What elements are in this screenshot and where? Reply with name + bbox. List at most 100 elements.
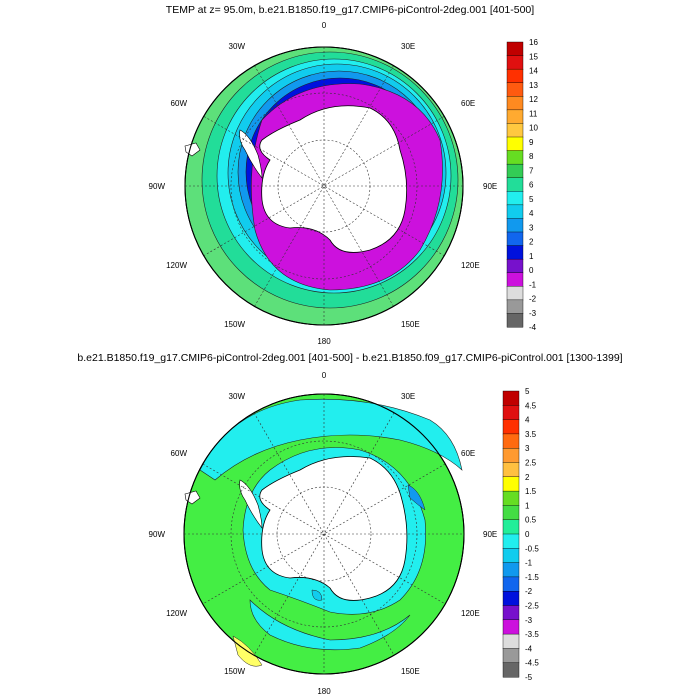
colorbar-tick-label: 9 bbox=[529, 138, 534, 147]
meridian-label-180: 180 bbox=[317, 337, 331, 346]
colorbar-swatch bbox=[502, 576, 520, 592]
colorbar-swatch bbox=[506, 313, 524, 328]
colorbar-tick-label: 5 bbox=[529, 195, 534, 204]
colorbar-swatch bbox=[502, 591, 520, 607]
meridian-label-150w: 150W bbox=[224, 667, 245, 676]
colorbar-tick-label: 3 bbox=[525, 444, 530, 453]
colorbar-tick-label: -2 bbox=[525, 587, 533, 596]
meridian-label-120w: 120W bbox=[166, 261, 187, 270]
colorbar-tick-label: -2 bbox=[529, 295, 537, 304]
colorbar-tick-label: 5 bbox=[525, 387, 530, 396]
panel-2-meridian-labels: 0 30E 60E 90E 120E 150E 180 150W 120W 90… bbox=[149, 371, 498, 696]
meridian-label-0: 0 bbox=[322, 21, 327, 30]
meridian-label-90e: 90E bbox=[483, 530, 497, 539]
colorbar-tick-label: 16 bbox=[529, 38, 538, 47]
colorbar-swatch bbox=[502, 390, 520, 406]
colorbar-swatch bbox=[502, 462, 520, 478]
colorbar-tick-label: 1 bbox=[525, 501, 530, 510]
colorbar-swatch bbox=[502, 548, 520, 564]
antarctica-landmass bbox=[259, 105, 408, 253]
panel-2-map bbox=[183, 393, 465, 675]
meridian-label-120e: 120E bbox=[461, 609, 480, 618]
meridian-label-60e: 60E bbox=[461, 99, 475, 108]
colorbar-swatch bbox=[506, 136, 524, 152]
colorbar-swatch bbox=[502, 490, 520, 506]
graticule bbox=[185, 47, 463, 325]
colorbar-swatch bbox=[502, 533, 520, 549]
anomaly-patch-minus1 bbox=[407, 484, 426, 511]
colorbar-tick-label: -3.5 bbox=[525, 630, 539, 639]
colorbar-swatch bbox=[502, 605, 520, 621]
colorbar-tick-label: 0 bbox=[525, 530, 530, 539]
meridian-label-30w: 30W bbox=[229, 42, 246, 51]
meridian-label-90e: 90E bbox=[483, 182, 497, 191]
colorbar-tick-label: -1 bbox=[525, 559, 533, 568]
colorbar-tick-label: 13 bbox=[529, 81, 538, 90]
map-boundary bbox=[184, 46, 464, 326]
colorbar-tick-label: 8 bbox=[529, 152, 534, 161]
colorbar-swatch bbox=[502, 519, 520, 535]
colorbar-swatch bbox=[506, 109, 524, 124]
colorbar-tick-label: 6 bbox=[529, 181, 534, 190]
colorbar-swatch bbox=[502, 662, 520, 678]
meridian-label-30e: 30E bbox=[401, 42, 415, 51]
colorbar-swatch bbox=[506, 177, 524, 192]
panel-1: TEMP at z= 95.0m, b.e21.B1850.f19_g17.CM… bbox=[149, 4, 539, 346]
panel-1-title: TEMP at z= 95.0m, b.e21.B1850.f19_g17.CM… bbox=[166, 4, 534, 16]
colorbar-tick-label: -4.5 bbox=[525, 659, 539, 668]
meridian-label-60w: 60W bbox=[171, 99, 188, 108]
colorbar-tick-label: -0.5 bbox=[525, 544, 539, 553]
meridian-label-150e: 150E bbox=[401, 667, 420, 676]
colorbar-swatch bbox=[506, 272, 524, 287]
colorbar-tick-label: 3.5 bbox=[525, 430, 537, 439]
colorbar-swatch bbox=[502, 405, 520, 421]
colorbar-tick-label: -1.5 bbox=[525, 573, 539, 582]
colorbar-tick-label: 15 bbox=[529, 52, 538, 61]
meridian-label-120w: 120W bbox=[166, 609, 187, 618]
colorbar-swatch bbox=[506, 82, 524, 97]
colorbar-tick-label: 7 bbox=[529, 166, 534, 175]
colorbar-tick-label: 1 bbox=[529, 252, 534, 261]
panel-2-title: b.e21.B1850.f19_g17.CMIP6-piControl-2deg… bbox=[77, 352, 622, 364]
panel-2: b.e21.B1850.f19_g17.CMIP6-piControl-2deg… bbox=[77, 352, 622, 696]
colorbar-swatch bbox=[502, 433, 520, 449]
colorbar-swatch bbox=[502, 505, 520, 521]
anomaly-band-minus05-north bbox=[199, 398, 463, 481]
colorbar-tick-label: 4 bbox=[529, 209, 534, 218]
colorbar-swatch bbox=[502, 476, 520, 492]
colorbar-swatch bbox=[506, 41, 524, 57]
colorbar-tick-label: 2 bbox=[525, 473, 530, 482]
meridian-label-90w: 90W bbox=[149, 182, 166, 191]
colorbar-tick-label: -1 bbox=[529, 280, 537, 289]
colorbar-tick-label: 4 bbox=[525, 416, 530, 425]
panel-2-colorbar: 5 4.5 4 3.5 3 2.5 2 1.5 1 0.5 0 -0.5 -1 -1.5 -2 -2.5 -3 -… bbox=[502, 387, 539, 682]
colorbar-tick-label: 1.5 bbox=[525, 487, 537, 496]
colorbar-tick-label: 12 bbox=[529, 95, 538, 104]
colorbar-swatch bbox=[506, 258, 524, 274]
colorbar-swatch bbox=[502, 562, 520, 578]
meridian-label-30w: 30W bbox=[229, 392, 246, 401]
panel-1-meridian-labels: 0 30E 60E 90E 120E 150E 180 150W 120W 90… bbox=[149, 21, 498, 346]
meridian-label-120e: 120E bbox=[461, 261, 480, 270]
colorbar-tick-label: -4 bbox=[525, 644, 533, 653]
colorbar-swatch bbox=[506, 163, 524, 179]
colorbar-tick-label: 3 bbox=[529, 223, 534, 232]
colorbar-tick-label: -4 bbox=[529, 323, 537, 332]
colorbar-swatch bbox=[506, 191, 524, 206]
meridian-label-150w: 150W bbox=[224, 320, 245, 329]
panel-1-map bbox=[184, 46, 464, 326]
colorbar-tick-label: 0 bbox=[529, 266, 534, 275]
map-boundary bbox=[183, 393, 465, 675]
colorbar-swatch bbox=[506, 245, 524, 260]
colorbar-tick-label: -2.5 bbox=[525, 602, 539, 611]
colorbar-swatch bbox=[502, 619, 520, 635]
meridian-label-60e: 60E bbox=[461, 449, 475, 458]
colorbar-swatch bbox=[506, 96, 524, 111]
colorbar-swatch bbox=[502, 419, 520, 435]
colorbar-tick-label: 2 bbox=[529, 238, 534, 247]
anomaly-patch-minus1-b bbox=[311, 589, 323, 601]
meridian-label-30e: 30E bbox=[401, 392, 415, 401]
meridian-label-60w: 60W bbox=[171, 449, 188, 458]
colorbar-swatch bbox=[502, 448, 520, 464]
